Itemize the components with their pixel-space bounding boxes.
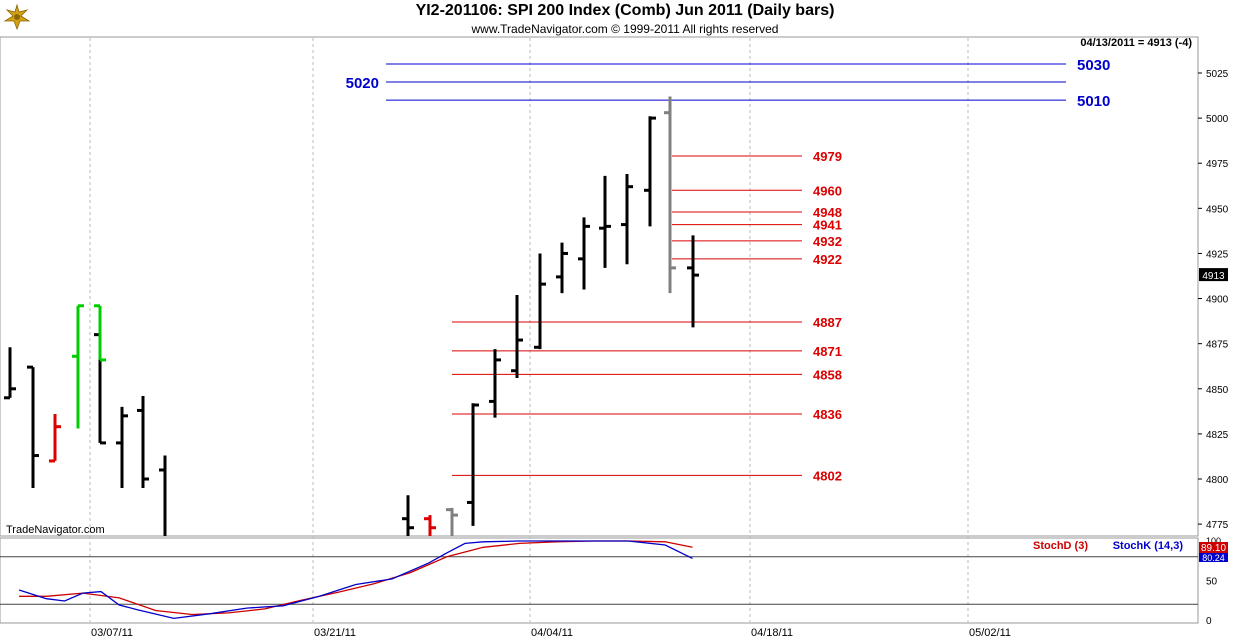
y-tick-label: 5000 <box>1206 114 1229 125</box>
x-tick-label: 04/04/11 <box>531 627 573 639</box>
price-panel <box>0 36 1199 537</box>
y-tick-label: 4825 <box>1206 430 1229 441</box>
red-level-label: 4871 <box>813 344 842 359</box>
red-level-label: 4948 <box>813 205 842 220</box>
stoch-y-tick-label: 0 <box>1206 616 1212 627</box>
stoch-y-tick-label: 50 <box>1206 577 1218 588</box>
x-tick-label: 03/21/11 <box>314 627 356 639</box>
current-price-tag <box>1199 268 1228 282</box>
stochk-value-tag <box>1199 553 1228 562</box>
red-level-label: 4836 <box>813 407 842 422</box>
watermark: TradeNavigator.com <box>6 524 105 536</box>
blue-level-label: 5030 <box>1077 57 1110 74</box>
stochk-line <box>18 540 693 620</box>
red-level-label: 4941 <box>813 218 842 233</box>
x-tick-label: 05/02/11 <box>969 627 1011 639</box>
chart-subtitle: www.TradeNavigator.com © 1999-2011 All r… <box>471 22 779 36</box>
y-tick-label: 5025 <box>1206 69 1229 80</box>
tradenavigator-logo-icon <box>2 2 32 32</box>
red-level-label: 4960 <box>813 183 842 198</box>
red-level-label: 4887 <box>813 315 842 330</box>
stochd-value-tag <box>1199 542 1228 553</box>
y-tick-label: 4925 <box>1206 249 1229 260</box>
current-price-tag-label: 4913 <box>1202 271 1225 282</box>
chart-title: YI2-201106: SPI 200 Index (Comb) Jun 201… <box>415 2 835 19</box>
y-tick-label: 4900 <box>1206 295 1229 306</box>
y-tick-label: 4775 <box>1206 520 1229 531</box>
stoch-y-tick-label: 100 <box>1206 536 1221 546</box>
y-tick-label: 4850 <box>1206 385 1229 396</box>
y-tick-label: 4800 <box>1206 475 1229 486</box>
stochastic-panel <box>0 537 1199 624</box>
red-level-label: 4922 <box>813 252 842 267</box>
legend-stochk: StochK (14,3) <box>1113 540 1184 552</box>
stochk-value-label: 80.24 <box>1202 553 1225 563</box>
x-tick-label: 03/07/11 <box>91 627 133 639</box>
red-level-label: 4802 <box>813 468 842 483</box>
last-price-note: 04/13/2011 = 4913 (-4) <box>1080 37 1192 49</box>
legend-stochd: StochD (3) <box>1033 540 1088 552</box>
red-level-label: 4932 <box>813 234 842 249</box>
y-tick-label: 4950 <box>1206 204 1229 215</box>
stochd-value-label: 89.10 <box>1201 543 1226 554</box>
red-level-label: 4979 <box>813 149 842 164</box>
x-tick-label: 04/18/11 <box>751 627 793 639</box>
blue-level-label: 5020 <box>346 75 379 92</box>
y-tick-label: 4975 <box>1206 159 1229 170</box>
red-level-label: 4858 <box>813 367 842 382</box>
blue-level-label: 5010 <box>1077 93 1110 110</box>
y-tick-label: 4875 <box>1206 340 1229 351</box>
